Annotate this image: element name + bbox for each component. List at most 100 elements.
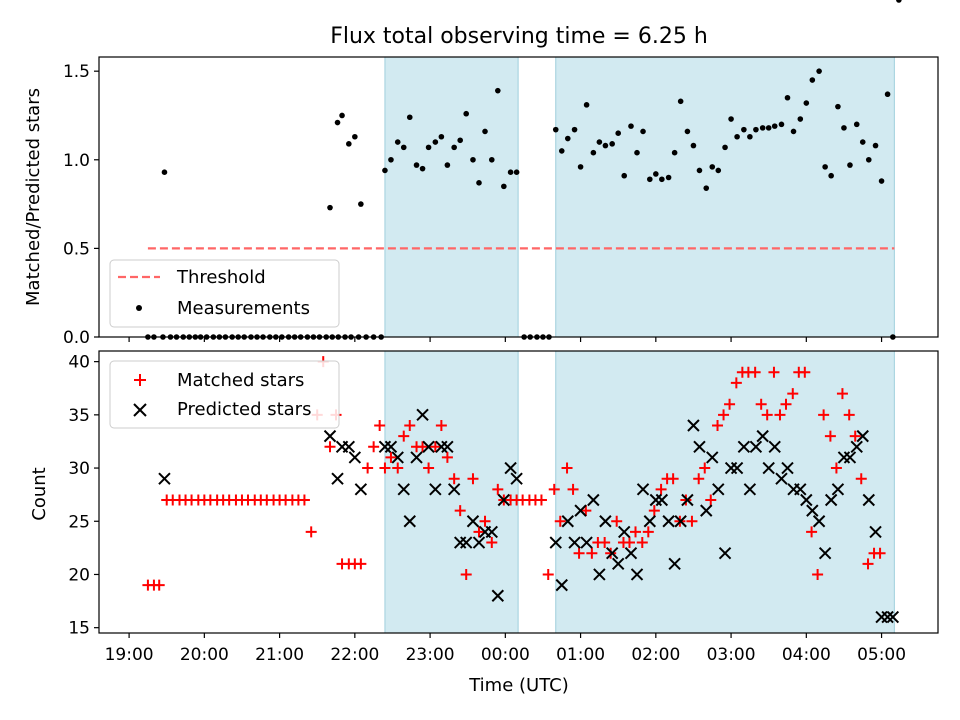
predicted-star-marker bbox=[574, 504, 587, 517]
bottom-y-tick-label: 30 bbox=[68, 459, 90, 479]
predicted-star-marker bbox=[510, 472, 523, 485]
x-tick-label: 03:00 bbox=[707, 645, 756, 665]
predicted-star-marker bbox=[429, 483, 442, 496]
predicted-star-marker bbox=[681, 493, 694, 507]
measurement-point bbox=[358, 201, 364, 207]
measurement-point bbox=[728, 116, 734, 122]
measurement-point bbox=[470, 156, 476, 163]
matched-star-marker bbox=[787, 388, 799, 400]
measurement-point bbox=[896, 0, 902, 3]
matched-star-marker bbox=[836, 388, 848, 400]
predicted-star-marker bbox=[843, 451, 857, 464]
measurement-point bbox=[784, 94, 791, 101]
top-shaded-regions bbox=[384, 56, 895, 338]
bottom-y-tick-label: 20 bbox=[68, 565, 90, 585]
measurement-point bbox=[463, 110, 470, 117]
matched-star-marker bbox=[435, 419, 447, 431]
measurement-point bbox=[346, 141, 352, 147]
x-tick-label: 01:00 bbox=[556, 645, 605, 665]
matched-star-marker bbox=[843, 409, 855, 421]
measurement-point bbox=[703, 185, 710, 191]
matched-star-marker bbox=[755, 398, 767, 410]
measurement-point bbox=[677, 98, 684, 105]
measurement-point bbox=[495, 87, 501, 94]
measurement-point bbox=[596, 139, 603, 145]
predicted-star-marker bbox=[718, 546, 732, 560]
predicted-star-marker bbox=[712, 483, 725, 496]
measurement-point bbox=[558, 148, 565, 154]
predicted-star-marker bbox=[158, 472, 171, 485]
matched-star-marker bbox=[368, 441, 380, 453]
matched-star-marker bbox=[398, 430, 410, 442]
measurement-point bbox=[339, 112, 345, 119]
predicted-star-marker bbox=[354, 483, 368, 496]
shaded-interval-2 bbox=[555, 350, 895, 634]
measurement-point bbox=[419, 165, 426, 172]
measurement-point bbox=[816, 68, 822, 74]
legend-measurements-label: Measurements bbox=[177, 298, 310, 319]
matched-star-marker bbox=[561, 462, 573, 474]
matched-star-marker bbox=[580, 505, 592, 517]
top-panel: 0.0 0.5 1.0 1.5 Matched/Predicted stars Thr… bbox=[23, 0, 939, 348]
predicted-star-marker bbox=[850, 440, 863, 453]
measurement-point bbox=[647, 176, 653, 183]
matched-star-marker bbox=[768, 366, 780, 378]
predicted-star-marker bbox=[549, 536, 562, 549]
measurement-point bbox=[790, 128, 797, 135]
measurement-point bbox=[847, 162, 853, 168]
predicted-star-marker bbox=[504, 461, 517, 475]
matched-star-marker bbox=[374, 419, 386, 431]
top-y-tick-label: 0.0 bbox=[63, 328, 90, 348]
measurement-point bbox=[765, 125, 772, 131]
bottom-y-tick-label: 40 bbox=[68, 353, 90, 373]
matched-star-marker bbox=[705, 494, 717, 506]
legend-threshold-label: Threshold bbox=[176, 267, 266, 288]
x-tick-label: 21:00 bbox=[255, 645, 304, 665]
predicted-star-marker bbox=[636, 483, 650, 496]
predicted-star-marker bbox=[323, 429, 337, 443]
x-tick-label: 05:00 bbox=[857, 645, 906, 665]
matched-star-marker bbox=[855, 473, 867, 485]
matched-star-marker bbox=[648, 505, 660, 517]
measurement-point bbox=[444, 162, 451, 168]
bottom-panel: 15 20 25 30 35 40 19:00 20:00 21:00 22:00 23:00 00… bbox=[29, 350, 939, 696]
measurement-point bbox=[809, 77, 816, 83]
predicted-star-marker bbox=[459, 536, 473, 549]
legend-matched-label: Matched stars bbox=[177, 370, 304, 391]
matched-star-marker bbox=[642, 526, 654, 538]
x-tick-label: 00:00 bbox=[481, 645, 530, 665]
measurement-point bbox=[878, 178, 885, 184]
measurement-point bbox=[425, 144, 432, 151]
legend-predicted-swatch bbox=[133, 403, 147, 417]
top-y-ticks: 0.0 0.5 1.0 1.5 bbox=[63, 62, 99, 348]
measurement-point bbox=[400, 144, 407, 151]
predicted-star-marker bbox=[775, 472, 788, 485]
measurement-point bbox=[476, 180, 482, 186]
measurement-point bbox=[564, 135, 571, 142]
measurement-point bbox=[334, 119, 341, 126]
measurement-point bbox=[640, 128, 646, 135]
matched-star-marker bbox=[605, 547, 617, 559]
measurement-point bbox=[778, 121, 785, 128]
matched-star-marker bbox=[460, 568, 472, 580]
predicted-star-marker bbox=[794, 483, 807, 496]
matched-star-marker bbox=[486, 537, 498, 549]
predicted-star-marker bbox=[466, 515, 480, 528]
predicted-star-marker bbox=[886, 610, 900, 624]
measurement-point bbox=[759, 125, 766, 131]
matched-star-marker bbox=[699, 462, 711, 474]
predicted-star-marker bbox=[655, 493, 669, 507]
top-legend-box bbox=[109, 259, 340, 328]
predicted-star-marker bbox=[403, 515, 416, 528]
predicted-star-marker bbox=[756, 429, 769, 443]
top-y-tick-label: 1.0 bbox=[63, 151, 90, 171]
matched-star-marker bbox=[362, 462, 374, 474]
matched-star-marker bbox=[548, 483, 560, 495]
legend-predicted-label: Predicted stars bbox=[177, 399, 311, 420]
predicted-star-marker bbox=[831, 483, 845, 496]
matched-star-marker bbox=[305, 526, 317, 538]
measurement-point bbox=[722, 144, 728, 151]
predicted-star-marker bbox=[693, 440, 706, 453]
measurement-point bbox=[753, 126, 759, 133]
predicted-star-marker bbox=[348, 451, 362, 464]
